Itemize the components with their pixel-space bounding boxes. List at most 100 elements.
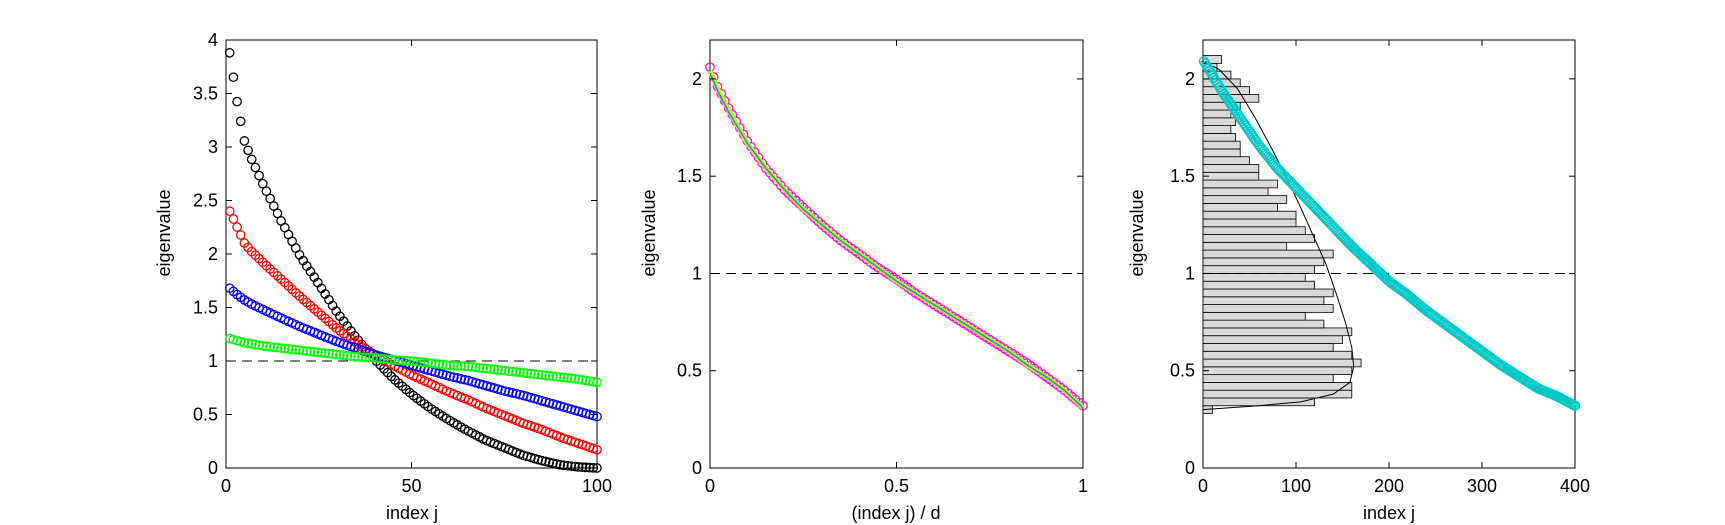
data-point	[548, 458, 558, 469]
histogram-bar	[1202, 203, 1278, 212]
data-point	[504, 366, 514, 377]
data-point	[551, 371, 562, 382]
data-point	[320, 348, 331, 359]
y-tick-label: 3	[208, 137, 218, 157]
data-point	[577, 375, 588, 385]
data-point	[224, 206, 235, 217]
series-line	[709, 72, 1084, 409]
data-point	[250, 339, 261, 350]
x-tick-label: 100	[1281, 476, 1311, 496]
y-tick-label: 1.5	[1170, 166, 1195, 186]
data-point	[500, 365, 511, 376]
histogram-bar	[1202, 210, 1297, 220]
data-point	[235, 116, 246, 127]
data-point	[1569, 400, 1581, 411]
histogram-bar	[1202, 187, 1269, 197]
data-point	[324, 348, 334, 359]
data-point	[478, 363, 488, 374]
data-point	[537, 455, 547, 466]
histogram-bar	[1202, 327, 1353, 337]
y-tick-label: 0	[208, 458, 218, 478]
data-point	[268, 342, 279, 353]
histogram-bar	[1202, 171, 1260, 181]
data-point	[548, 371, 558, 382]
histogram-bar	[1202, 389, 1353, 399]
data-point	[327, 349, 338, 359]
data-point	[544, 457, 555, 468]
data-point	[566, 373, 577, 384]
data-point	[507, 388, 518, 398]
data-point	[364, 352, 375, 363]
y-tick-label: 2	[208, 244, 218, 264]
data-point	[349, 351, 360, 362]
data-point	[459, 374, 470, 385]
y-tick-label: 0.5	[193, 405, 218, 425]
histogram-bar	[1202, 381, 1353, 391]
data-point	[228, 214, 239, 224]
data-point	[511, 388, 522, 399]
data-point	[243, 338, 253, 349]
x-tick-label: 0	[705, 476, 715, 496]
histogram-bar	[1202, 117, 1236, 127]
histogram-bar	[1202, 265, 1315, 274]
data-point	[265, 341, 275, 352]
data-point	[540, 370, 551, 381]
data-point	[570, 373, 580, 384]
data-point	[338, 350, 349, 361]
data-point	[555, 372, 566, 382]
y-tick-label: 2.5	[193, 191, 218, 211]
panel-2-xlabel: (index j) / d	[851, 503, 940, 523]
data-point	[581, 462, 591, 473]
x-tick-label: 1	[1078, 476, 1088, 496]
y-tick-label: 0	[1185, 458, 1195, 478]
data-point	[588, 410, 599, 421]
data-point	[533, 369, 544, 380]
data-point	[562, 460, 573, 471]
data-point	[581, 375, 591, 386]
data-point	[371, 353, 382, 363]
data-point	[551, 459, 562, 469]
data-point	[577, 462, 588, 473]
data-point	[382, 354, 393, 365]
data-point	[298, 345, 309, 356]
data-point	[272, 208, 283, 219]
data-point	[353, 352, 364, 362]
data-point	[522, 368, 533, 379]
data-point	[452, 373, 463, 383]
data-point	[268, 201, 279, 211]
data-point	[445, 371, 455, 382]
panel-3-xlabel: index j	[1363, 503, 1415, 523]
data-point	[283, 344, 294, 354]
data-point	[448, 360, 459, 371]
x-tick-label: 400	[1560, 476, 1590, 496]
data-point	[559, 372, 569, 383]
data-point	[456, 374, 466, 384]
panel-3: 0 100 200 300 400 0 0.5 1 1.5 2 index j eigenvalu…	[1127, 39, 1590, 523]
histogram-bar	[1202, 249, 1334, 259]
data-point	[492, 365, 503, 375]
histogram-bar	[1202, 125, 1232, 134]
histogram-bar	[1202, 296, 1325, 305]
data-point	[261, 341, 272, 352]
panel-1-plot: 0 50 100 0 0.5 1 1.5 2 2.5 3 3.5 4	[193, 30, 612, 496]
data-point	[504, 387, 514, 397]
series-3	[709, 72, 1084, 409]
data-point	[559, 460, 569, 471]
histogram-bar	[1202, 280, 1315, 290]
data-point	[246, 154, 257, 165]
panel-2-plot: 0 0.5 1 0 0.5 1 1.5 2	[677, 39, 1088, 496]
data-point	[511, 367, 522, 377]
data-point	[265, 193, 275, 204]
x-tick-label: 0	[1198, 476, 1208, 496]
data-point	[386, 354, 397, 365]
y-tick-label: 1	[208, 351, 218, 371]
data-point	[393, 355, 404, 366]
data-point	[507, 366, 518, 377]
data-point	[463, 361, 474, 372]
data-point	[404, 356, 415, 366]
data-point	[301, 346, 312, 356]
data-point	[254, 340, 264, 351]
data-point	[279, 343, 290, 354]
panel-1-ylabel: eigenvalue	[154, 189, 174, 276]
